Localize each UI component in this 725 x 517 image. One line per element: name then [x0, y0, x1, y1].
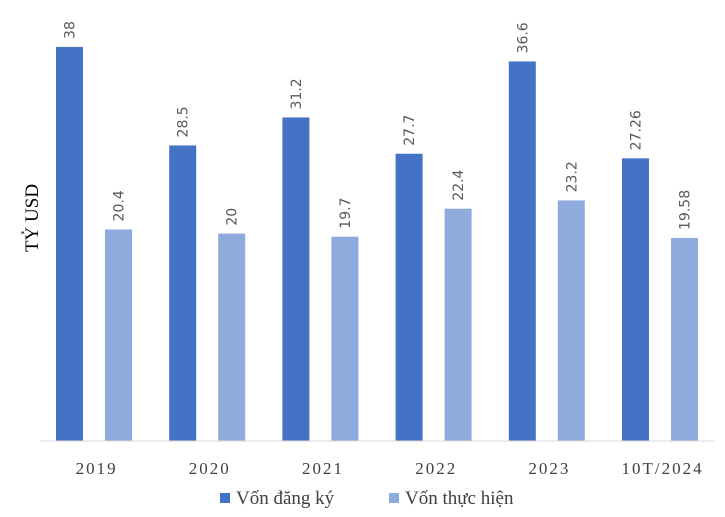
- bars-group: [56, 46, 698, 442]
- bar-von-thuc-hien-2: [331, 236, 359, 441]
- legend: Vốn đăng ký Vốn thực hiện: [220, 488, 514, 509]
- x-tick-label-0: 2019: [76, 459, 118, 478]
- x-tick-label-2: 2021: [302, 459, 344, 478]
- bar-von-thuc-hien-0: [105, 229, 132, 441]
- value-label-von-thuc-hien-4: 23.2: [564, 161, 580, 192]
- value-label-von-thuc-hien-0: 20.4: [112, 190, 128, 221]
- bar-von-dang-ky-4: [508, 61, 536, 441]
- bar-von-dang-ky-1: [169, 145, 197, 441]
- value-label-von-dang-ky-0: 38: [63, 21, 79, 39]
- y-axis-title: TỶ USD: [22, 184, 43, 252]
- value-label-von-thuc-hien-5: 19.58: [678, 190, 694, 230]
- value-labels-group: 38 20.4 28.5 20 31.2 19.7 27.7 22.4 36.6 23.2 27.2…: [63, 21, 694, 230]
- bar-von-dang-ky-2: [282, 117, 310, 442]
- value-label-von-dang-ky-1: 28.5: [176, 106, 192, 137]
- legend-swatch-von-dang-ky: [220, 493, 230, 503]
- value-label-von-thuc-hien-3: 22.4: [451, 169, 467, 200]
- value-label-von-dang-ky-5: 27.26: [629, 110, 645, 150]
- bar-von-thuc-hien-3: [444, 208, 472, 441]
- x-tick-label-5: 10T/2024: [622, 459, 704, 478]
- x-tick-label-1: 2020: [189, 459, 231, 478]
- legend-swatch-von-thuc-hien: [389, 493, 399, 503]
- bar-von-dang-ky-3: [395, 153, 423, 441]
- bar-von-thuc-hien-5: [671, 237, 698, 441]
- bar-von-dang-ky-0: [56, 46, 83, 441]
- x-tick-label-4: 2023: [528, 459, 570, 478]
- value-label-von-dang-ky-3: 27.7: [402, 115, 418, 146]
- value-label-von-thuc-hien-1: 20: [225, 208, 241, 226]
- bar-von-thuc-hien-4: [557, 200, 585, 441]
- bar-von-thuc-hien-1: [218, 233, 246, 441]
- bar-von-dang-ky-5: [622, 158, 649, 442]
- value-label-von-dang-ky-4: 36.6: [515, 22, 531, 53]
- legend-label-von-dang-ky: Vốn đăng ký: [236, 488, 335, 509]
- x-tick-labels-group: 2019 2020 2021 2022 2023 10T/2024: [76, 459, 704, 478]
- legend-label-von-thuc-hien: Vốn thực hiện: [405, 488, 514, 509]
- value-label-von-dang-ky-2: 31.2: [289, 78, 305, 109]
- x-tick-label-3: 2022: [415, 459, 457, 478]
- value-label-von-thuc-hien-2: 19.7: [338, 198, 354, 229]
